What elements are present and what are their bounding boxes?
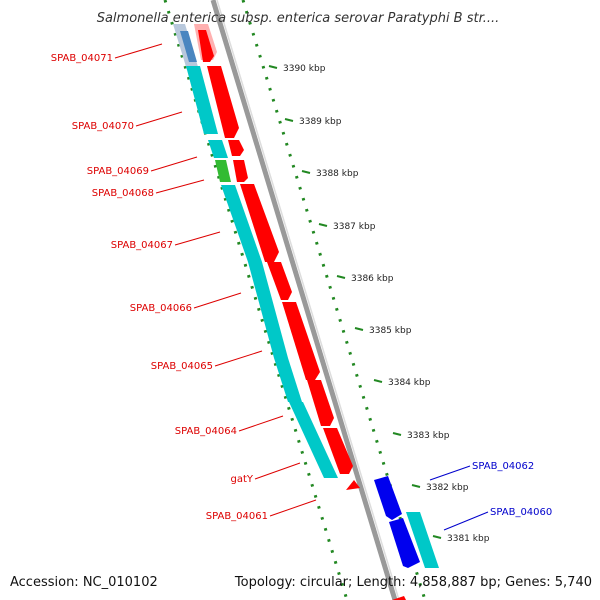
gene-leader-line — [155, 179, 205, 194]
scale-tick — [411, 484, 421, 488]
scale-label: 3383 kbp — [407, 431, 450, 441]
gene-leader-line — [174, 231, 221, 246]
gene-leader-line — [150, 156, 198, 172]
gene-label[interactable]: SPAB_04070 — [72, 121, 134, 132]
scale-label: 3385 kbp — [369, 326, 412, 336]
scale-label: 3389 kbp — [299, 117, 342, 127]
gene-label[interactable]: SPAB_04068 — [92, 188, 154, 199]
scale-tick — [432, 535, 442, 539]
backbone — [210, 0, 400, 600]
scale-tick — [336, 275, 346, 279]
gene-leader-line — [269, 499, 317, 517]
gene-label[interactable]: gatY — [230, 474, 253, 485]
scale-label: 3388 kbp — [316, 169, 359, 179]
scale-tick — [268, 65, 278, 69]
scale-tick — [392, 432, 402, 436]
scale-tick — [318, 223, 328, 227]
scale-tick — [301, 170, 311, 174]
forward-cds-arrows — [194, 24, 406, 600]
reverse-cds-arrows — [374, 476, 420, 568]
gene-labels: SPAB_04071 SPAB_04070 SPAB_04069 SPAB_04068… — [51, 43, 552, 531]
scale-label: 3390 kbp — [283, 64, 326, 74]
gene-label[interactable]: SPAB_04064 — [175, 426, 237, 437]
scale-label: 3387 kbp — [333, 222, 376, 232]
genome-summary-text: Topology: circular; Length: 4,858,887 bp… — [234, 575, 592, 590]
scale-tick — [373, 379, 383, 383]
scale-label: 3384 kbp — [388, 378, 431, 388]
gene-leader-line — [443, 511, 489, 531]
gene-label[interactable]: SPAB_04066 — [130, 303, 192, 314]
gene-label[interactable]: SPAB_04069 — [87, 166, 149, 177]
gene-leader-line — [214, 350, 263, 367]
inner-ruler-track — [163, 0, 349, 600]
gene-label[interactable]: SPAB_04065 — [151, 361, 213, 372]
gene-label[interactable]: SPAB_04060 — [490, 507, 552, 518]
scale-label: 3386 kbp — [351, 274, 394, 284]
gene-label[interactable]: SPAB_04067 — [111, 240, 173, 251]
gene-leader-line — [238, 415, 284, 432]
scale-tick — [354, 327, 364, 331]
scale-labels: 3390 kbp 3389 kbp 3388 kbp 3387 kbp 3386 kbp… — [268, 64, 490, 544]
gene-leader-line — [429, 465, 471, 481]
gene-label[interactable]: SPAB_04071 — [51, 53, 113, 64]
gene-leader-line — [135, 111, 183, 127]
scale-label: 3381 kbp — [447, 534, 490, 544]
scale-tick — [284, 118, 294, 122]
gene-leader-line — [114, 43, 163, 59]
outer-ruler-track — [241, 0, 427, 600]
scale-label: 3382 kbp — [426, 483, 469, 493]
map-title: Salmonella enterica subsp. enterica sero… — [97, 11, 500, 26]
gene-leader-line — [254, 462, 301, 480]
gene-label[interactable]: SPAB_04061 — [206, 511, 268, 522]
cds-strip — [173, 24, 439, 568]
gene-leader-line — [193, 292, 242, 309]
gene-label[interactable]: SPAB_04062 — [472, 461, 534, 472]
accession-text: Accession: NC_010102 — [10, 575, 158, 590]
